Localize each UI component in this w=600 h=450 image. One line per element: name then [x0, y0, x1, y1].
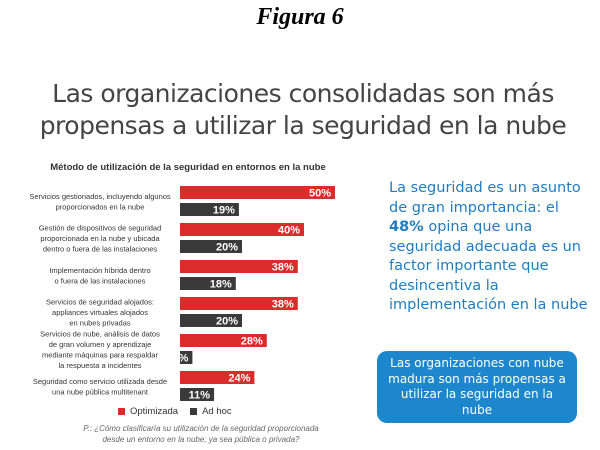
- bar-optimizada: [180, 334, 267, 347]
- data-label: 20%: [216, 242, 238, 254]
- category-label: o fuera de las instalaciones: [55, 276, 146, 285]
- data-label: 18%: [210, 279, 232, 291]
- legend-label-ad-hoc: Ad hoc: [202, 406, 232, 417]
- category-label: Implementación híbrida dentro: [49, 266, 150, 275]
- legend-label-optimizada: Optimizada: [130, 406, 179, 417]
- headline-line-1: Las organizaciones consolidadas son más: [52, 79, 554, 108]
- category-label: en nubes privadas: [69, 319, 131, 328]
- category-label: Gestión de dispositivos de seguridad: [39, 224, 162, 233]
- footnote-line-1: P.: ¿Cómo clasificaría su utilización de…: [83, 424, 319, 433]
- footnote-line-2: desde un entorno en la nube, ya sea públ…: [102, 435, 300, 444]
- side-statement-highlight: 48%: [389, 219, 424, 235]
- bar-optimizada: [180, 223, 304, 236]
- headline-line-2: propensas a utilizar la seguridad en la …: [39, 111, 567, 140]
- side-statement-part-1: La seguridad es un asunto de gran import…: [389, 180, 581, 216]
- data-label: 38%: [272, 262, 294, 274]
- bar-ad-hoc: [180, 277, 236, 290]
- bar-ad-hoc: [180, 351, 193, 364]
- chart-title: Método de utilización de la seguridad en…: [50, 162, 326, 173]
- category-label: mediante máquinas para respaldar: [42, 350, 158, 359]
- category-label: la respuesta a incidentes: [59, 361, 142, 370]
- legend-swatch-optimizada: [118, 408, 125, 415]
- data-label: 11%: [189, 390, 211, 402]
- figure-label: Figura 6: [256, 4, 344, 30]
- category-label: Servicios de seguridad alojados:: [46, 298, 154, 307]
- bar-ad-hoc: [180, 314, 242, 327]
- side-statement-part-2: opina que una seguridad adecuada es un f…: [389, 219, 588, 313]
- bar-optimizada: [180, 297, 298, 310]
- bar-chart: Servicios gestionados, incluyendo alguno…: [29, 186, 335, 402]
- legend-item-optimizada: Optimizada: [118, 406, 178, 417]
- data-label: 40%: [278, 225, 300, 237]
- category-label: appliances virtuales alojados: [52, 308, 148, 317]
- bar-optimizada: [180, 260, 298, 273]
- category-label: dentro o fuera de las instalaciones: [43, 245, 157, 254]
- category-label: de gran volumen y aprendizaje: [49, 340, 152, 349]
- category-label: proporcionados en la nube: [56, 202, 145, 211]
- category-label: Servicios gestionados, incluyendo alguno…: [29, 192, 171, 201]
- data-label: 38%: [272, 299, 294, 311]
- bar-ad-hoc: [180, 240, 242, 253]
- callout-text: Las organizaciones con nube madura son m…: [388, 356, 566, 417]
- chart-footnote: P.: ¿Cómo clasificaría su utilización de…: [66, 423, 336, 445]
- bar-optimizada: [180, 371, 255, 384]
- bar-ad-hoc: [180, 388, 215, 401]
- data-label: 24%: [228, 373, 250, 385]
- data-label: 4%: [172, 353, 188, 365]
- legend-item-ad-hoc: Ad hoc: [190, 406, 232, 417]
- data-label: 50%: [309, 188, 331, 200]
- callout-box: Las organizaciones con nube madura son m…: [377, 351, 577, 423]
- category-label: una nube pública multitenant: [52, 387, 149, 396]
- legend-swatch-ad-hoc: [190, 408, 198, 415]
- headline: Las organizaciones consolidadas son más …: [8, 78, 598, 142]
- side-statement: La seguridad es un asunto de gran import…: [389, 179, 594, 316]
- data-label: 28%: [241, 336, 263, 348]
- bar-optimizada: [180, 186, 335, 199]
- data-label: 20%: [216, 316, 238, 328]
- category-label: Seguridad como servicio utilizada desde: [33, 377, 167, 386]
- category-label: Servicios de nube, análisis de datos: [40, 329, 160, 338]
- data-label: 19%: [213, 205, 235, 217]
- chart-legend: Optimizada Ad hoc: [118, 406, 232, 417]
- category-label: proporcionada en la nube y ubicada: [40, 234, 160, 243]
- bar-ad-hoc: [180, 203, 239, 216]
